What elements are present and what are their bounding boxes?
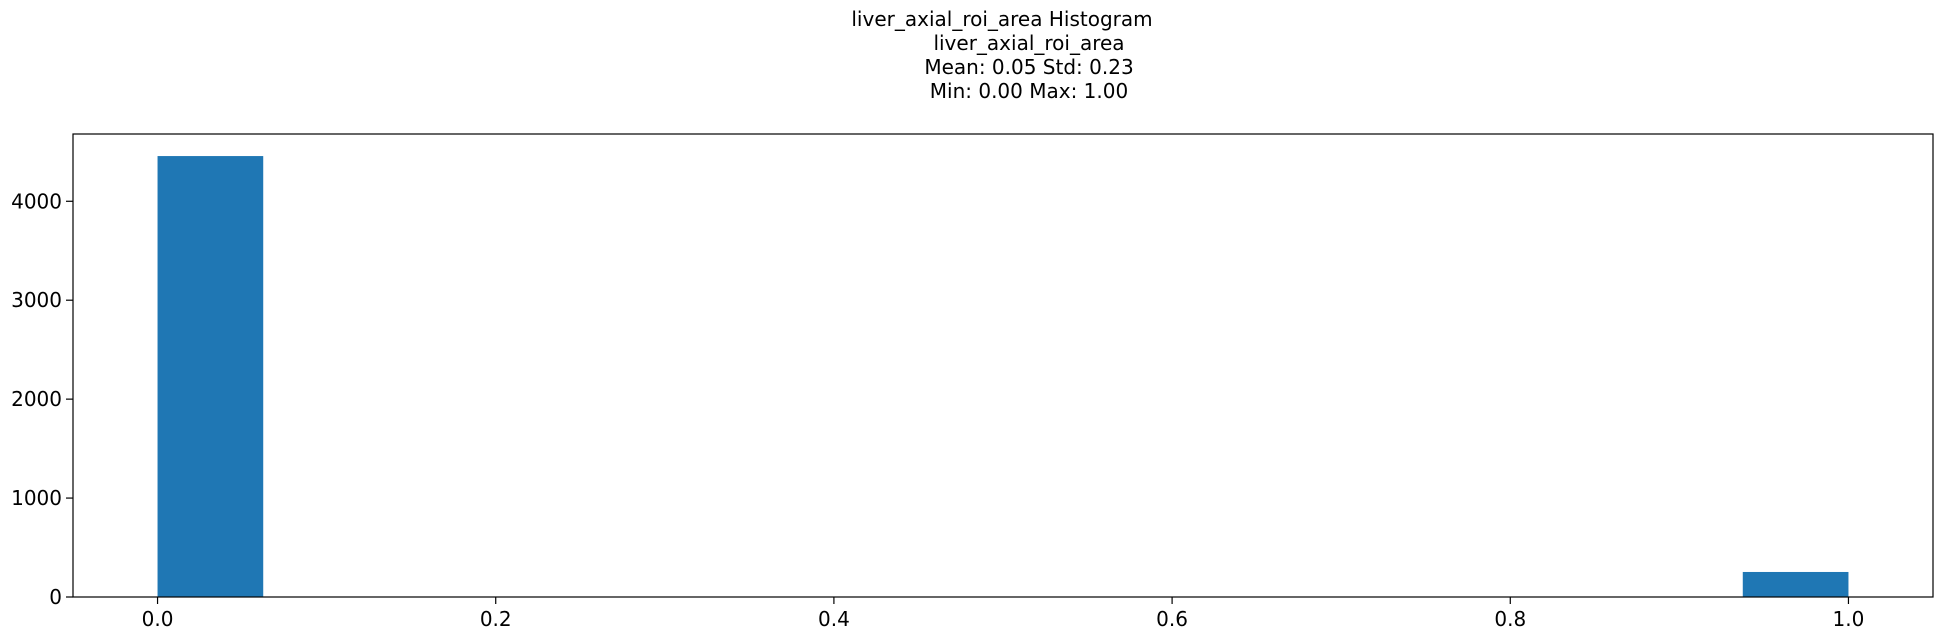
y-axis-ticks: 0 1000 2000 3000 4000 — [11, 189, 73, 609]
y-tick-label-0: 0 — [49, 585, 62, 609]
y-tick-label-3: 3000 — [11, 288, 62, 312]
histogram-bar-1 — [1742, 571, 1849, 597]
x-tick-label-0: 0.0 — [142, 607, 174, 631]
title-line-2: liver_axial_roi_area — [933, 31, 1124, 55]
x-axis-ticks: 0.0 0.2 0.4 0.6 0.8 1.0 — [142, 597, 1865, 631]
x-tick-label-2: 0.4 — [818, 607, 850, 631]
title-line-4: Min: 0.00 Max: 1.00 — [930, 79, 1128, 103]
title-line-3: Mean: 0.05 Std: 0.23 — [924, 55, 1133, 79]
x-tick-label-3: 0.6 — [1156, 607, 1188, 631]
histogram-bar-0 — [157, 156, 264, 597]
y-tick-label-4: 4000 — [11, 189, 62, 213]
y-tick-label-2: 2000 — [11, 387, 62, 411]
title-line-1: liver_axial_roi_area Histogram — [851, 7, 1152, 31]
x-tick-label-1: 0.2 — [480, 607, 512, 631]
x-tick-label-4: 0.8 — [1494, 607, 1526, 631]
chart-title: liver_axial_roi_area Histogram liver_axi… — [851, 7, 1152, 103]
x-tick-label-5: 1.0 — [1833, 607, 1865, 631]
histogram-bars — [157, 156, 1849, 597]
y-tick-label-1: 1000 — [11, 486, 62, 510]
plot-frame — [72, 133, 1934, 598]
